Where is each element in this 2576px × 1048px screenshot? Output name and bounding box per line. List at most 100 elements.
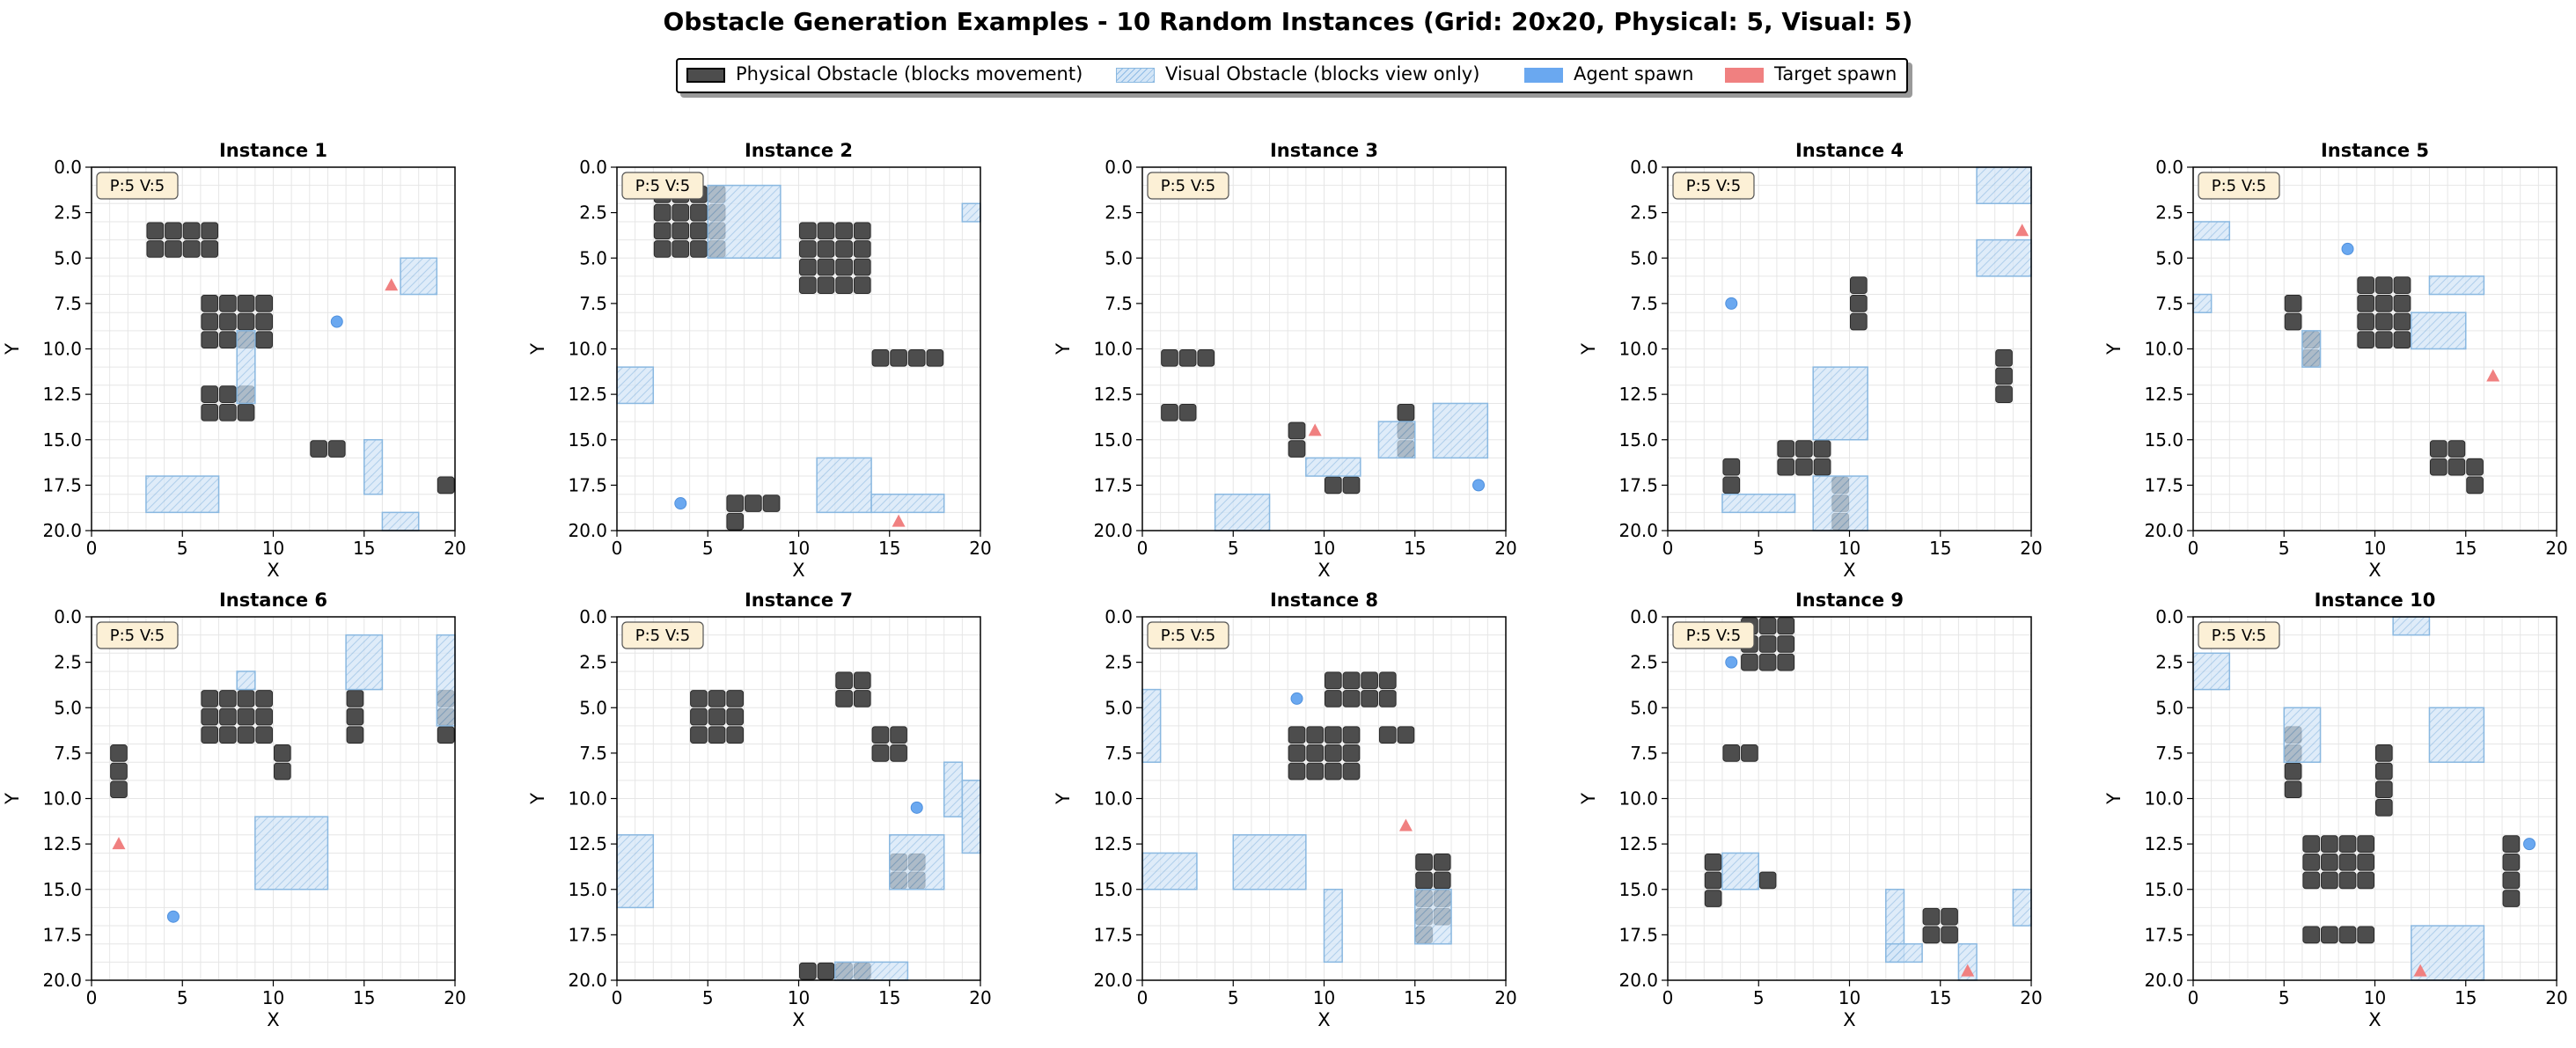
physical-obstacle-cell (1813, 440, 1831, 458)
physical-obstacle-cell (2321, 853, 2338, 871)
physical-obstacle-cell (237, 690, 255, 707)
y-tick-label: 5.0 (579, 697, 607, 718)
subplot-title: Instance 8 (1270, 590, 1378, 611)
physical-obstacle-cell (1777, 617, 1795, 635)
x-tick-label: 10 (788, 538, 810, 559)
counts-badge (2198, 621, 2280, 649)
counts-badge-text: P:5 V:5 (110, 627, 165, 645)
y-tick-label: 2.5 (2155, 652, 2183, 673)
y-tick-label: 12.5 (42, 384, 82, 405)
physical-obstacle-cell (690, 222, 708, 240)
physical-obstacle-cell (2375, 312, 2393, 331)
y-tick-label: 5.0 (54, 247, 82, 268)
x-tick-label: 10 (1838, 987, 1860, 1008)
physical-obstacle-cell (2284, 295, 2302, 312)
physical-obstacle-cell (2302, 853, 2321, 871)
visual-obstacle (961, 780, 981, 854)
physical-obstacle-cell (1342, 671, 1361, 690)
physical-obstacle-cell (672, 240, 690, 258)
physical-obstacle-cell (1325, 726, 1342, 744)
physical-obstacle-cell (672, 203, 690, 222)
visual-obstacle (1414, 889, 1452, 945)
y-tick-label: 15.0 (2144, 429, 2183, 451)
x-tick-label: 15 (1404, 987, 1426, 1008)
y-tick-label: 7.5 (54, 743, 82, 764)
physical-obstacle-cell (1288, 726, 1306, 744)
physical-obstacle-cell (346, 726, 364, 744)
physical-obstacle-cell (799, 962, 817, 980)
physical-obstacle-cell (1995, 367, 2013, 385)
y-axis-label: Y (2, 793, 23, 805)
x-tick-label: 15 (2455, 538, 2477, 559)
y-tick-label: 17.5 (568, 924, 607, 945)
physical-obstacle-cell (690, 240, 708, 258)
y-axis-label: Y (1578, 793, 1599, 805)
physical-obstacle-cell (799, 276, 817, 295)
physical-obstacle-cell (2375, 331, 2393, 349)
counts-badge-text: P:5 V:5 (1161, 627, 1215, 645)
visual-obstacle (381, 511, 420, 531)
y-tick-label: 7.5 (2155, 743, 2183, 764)
physical-obstacle-cell (835, 240, 853, 258)
x-tick-label: 20 (969, 987, 991, 1008)
x-tick-label: 15 (878, 987, 900, 1008)
x-axis-label: X (1843, 560, 1855, 581)
x-tick-label: 0 (2188, 987, 2199, 1008)
y-tick-label: 0.0 (1105, 157, 1133, 178)
y-tick-label: 17.5 (568, 474, 607, 495)
subplot-3: Instance 3 0 5 10 15 20 0.0 2.5 5.0 7.5 10.0 12.5 15… (1053, 140, 1517, 581)
y-tick-label: 5.0 (1630, 247, 1658, 268)
physical-obstacle-cell (1415, 853, 1433, 871)
y-tick-label: 12.5 (1618, 384, 1658, 405)
physical-obstacle-cell (1704, 871, 1722, 890)
y-tick-label: 7.5 (54, 293, 82, 314)
physical-obstacle-cell (110, 744, 128, 762)
physical-obstacle-cell (274, 762, 291, 781)
visual-obstacle (1885, 942, 1923, 964)
physical-obstacle-cell (165, 222, 182, 240)
physical-obstacle-cell (726, 726, 745, 744)
subplot-8: Instance 8 0 5 10 15 20 0.0 2.5 5.0 7.5 10.0 12.5 15… (1053, 590, 1517, 1030)
counts-badge-text: P:5 V:5 (635, 177, 690, 195)
physical-obstacle-cell (799, 222, 817, 240)
physical-obstacle-cell (437, 476, 455, 495)
physical-obstacle-cell (201, 331, 219, 349)
physical-obstacle-cell (146, 240, 165, 258)
physical-obstacle-cell (255, 690, 274, 707)
physical-obstacle-cell (219, 707, 237, 726)
physical-obstacle-cell (1288, 744, 1306, 762)
visual-obstacle (616, 366, 655, 405)
physical-obstacle-cell (1758, 871, 1777, 890)
y-tick-label: 15.0 (42, 429, 82, 451)
physical-obstacle-cell (310, 440, 327, 458)
x-tick-label: 10 (788, 987, 810, 1008)
y-tick-label: 12.5 (1093, 833, 1133, 854)
physical-obstacle-cell (708, 726, 726, 744)
physical-obstacle-cell (1397, 403, 1415, 421)
legend-swatch-visual (1116, 68, 1155, 83)
y-tick-label: 7.5 (579, 293, 607, 314)
x-axis-label: X (267, 1009, 279, 1030)
physical-obstacle-cell (1758, 635, 1777, 653)
y-tick-label: 12.5 (1093, 384, 1133, 405)
visual-obstacle (1721, 493, 1796, 514)
subplot-9: Instance 9 0 5 10 15 20 0.0 2.5 5.0 7.5 10.0 12.5 15… (1578, 590, 2043, 1030)
physical-obstacle-cell (672, 222, 690, 240)
physical-obstacle-cell (835, 276, 853, 295)
x-tick-label: 5 (2279, 987, 2290, 1008)
subplot-4: Instance 4 0 5 10 15 20 0.0 2.5 5.0 7.5 10.0 12.5 15… (1578, 140, 2043, 581)
physical-obstacle-cell (1722, 476, 1741, 495)
visual-obstacle (2192, 652, 2231, 691)
physical-obstacle-cell (255, 331, 274, 349)
y-tick-label: 12.5 (2144, 384, 2183, 405)
physical-obstacle-cell (853, 276, 871, 295)
x-tick-label: 5 (1753, 538, 1765, 559)
figure-title: Obstacle Generation Examples - 10 Random… (663, 7, 1913, 36)
target-spawn-point (1308, 423, 1322, 436)
physical-obstacle-cell (219, 726, 237, 744)
physical-obstacle-cell (165, 240, 182, 258)
physical-obstacle-cell (237, 726, 255, 744)
agent-spawn-point (166, 910, 180, 923)
subplot-1: Instance 1 0 5 10 15 20 0.0 2.5 5.0 7.5 10.0 12.5 15… (2, 140, 466, 581)
y-tick-label: 7.5 (1630, 743, 1658, 764)
